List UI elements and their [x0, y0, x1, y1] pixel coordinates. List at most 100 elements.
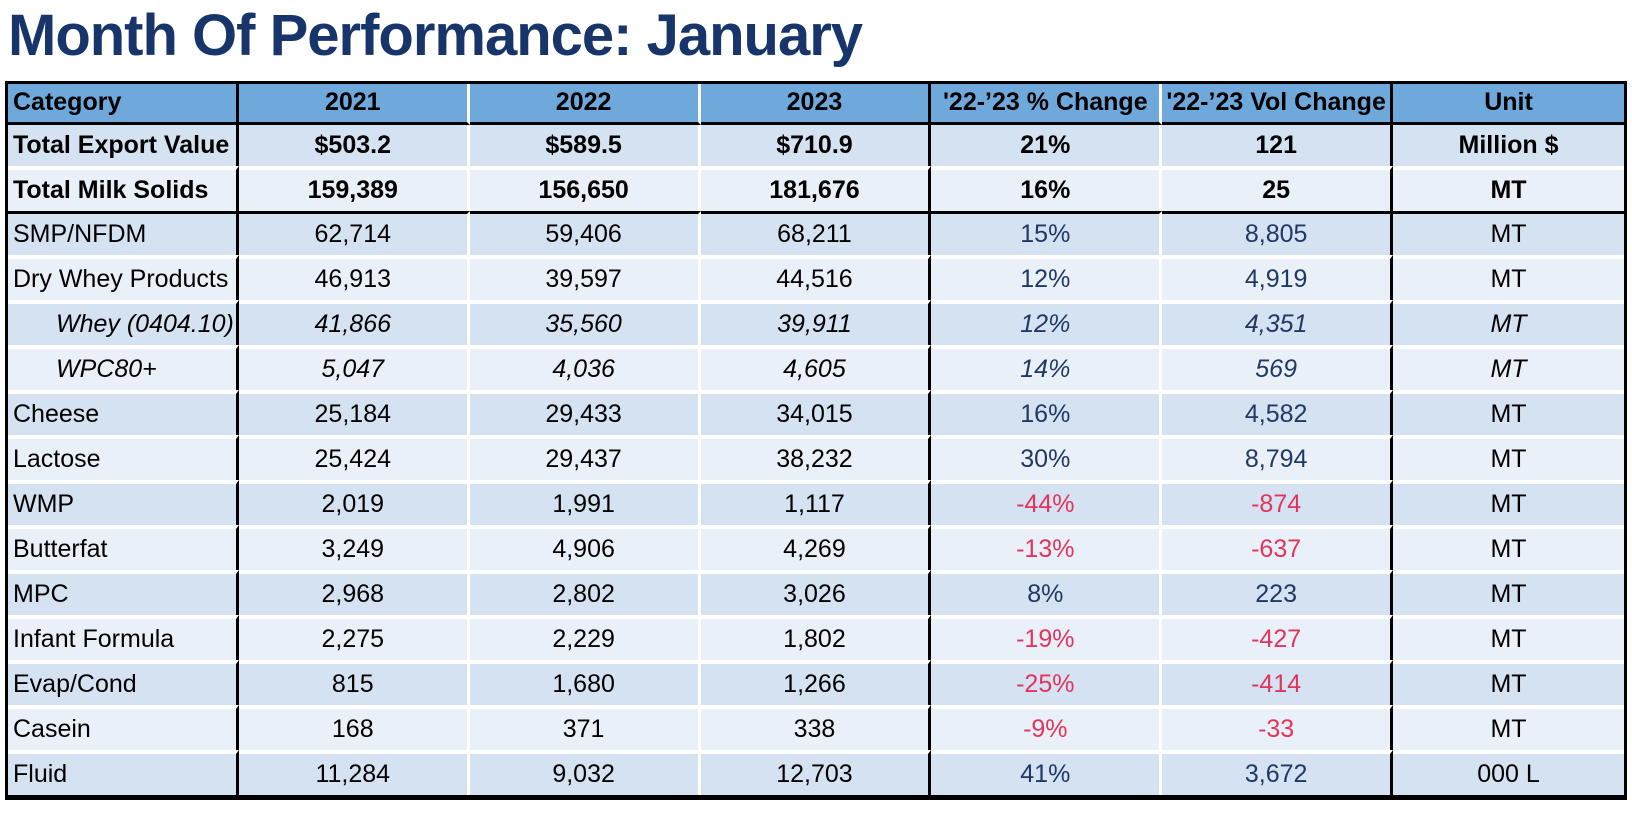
- table-row: Butterfat 3,249 4,906 4,269 -13% -637 MT: [8, 524, 1624, 570]
- cell-2023: 4,605: [700, 344, 932, 390]
- cell-2022: 39,597: [469, 254, 701, 300]
- cell-vol-change: 4,351: [1162, 299, 1394, 345]
- cell-2023: 1,802: [700, 614, 932, 660]
- table-row: Infant Formula 2,275 2,229 1,802 -19% -427 MT: [8, 614, 1624, 660]
- cell-vol-change: 121: [1162, 124, 1394, 166]
- cell-2021: 159,389: [238, 165, 470, 211]
- cell-2021: 2,968: [238, 569, 470, 615]
- cell-2021: $503.2: [238, 124, 470, 166]
- cell-pct-change: -25%: [931, 659, 1163, 705]
- cell-unit: MT: [1393, 254, 1624, 300]
- cell-category: Total Export Value: [8, 124, 239, 166]
- cell-2021: 11,284: [238, 749, 470, 795]
- column-header-2021: 2021: [238, 83, 470, 125]
- cell-pct-change: 30%: [931, 434, 1163, 480]
- cell-2022: 35,560: [469, 299, 701, 345]
- cell-pct-change: 41%: [931, 749, 1163, 795]
- cell-vol-change: 3,672: [1162, 749, 1394, 795]
- cell-unit: MT: [1393, 704, 1624, 750]
- cell-2023: 12,703: [700, 749, 932, 795]
- table-row: WPC80+ 5,047 4,036 4,605 14% 569 MT: [8, 344, 1624, 390]
- cell-category: Cheese: [8, 389, 239, 435]
- cell-2021: 168: [238, 704, 470, 750]
- cell-2023: 38,232: [700, 434, 932, 480]
- cell-2021: 46,913: [238, 254, 470, 300]
- cell-unit: MT: [1393, 344, 1624, 390]
- cell-2022: 2,802: [469, 569, 701, 615]
- table-row: SMP/NFDM 62,714 59,406 68,211 15% 8,805 MT: [8, 210, 1624, 255]
- cell-category: MPC: [8, 569, 239, 615]
- cell-vol-change: -874: [1162, 479, 1394, 525]
- cell-vol-change: -637: [1162, 524, 1394, 570]
- table-row: Total Export Value $503.2 $589.5 $710.9 21% 1…: [8, 124, 1624, 166]
- cell-unit: MT: [1393, 569, 1624, 615]
- table-row: Casein 168 371 338 -9% -33 MT: [8, 704, 1624, 750]
- cell-2022: 9,032: [469, 749, 701, 795]
- cell-category: WPC80+: [8, 344, 239, 390]
- cell-2023: 4,269: [700, 524, 932, 570]
- cell-unit: MT: [1393, 614, 1624, 660]
- column-header-vol-change: '22-’23 Vol Change: [1162, 83, 1394, 125]
- cell-pct-change: 15%: [931, 210, 1163, 255]
- cell-2023: 181,676: [700, 165, 932, 211]
- cell-2022: 29,433: [469, 389, 701, 435]
- cell-2023: 338: [700, 704, 932, 750]
- cell-vol-change: -414: [1162, 659, 1394, 705]
- cell-pct-change: -44%: [931, 479, 1163, 525]
- table-row: Total Milk Solids 159,389 156,650 181,676 16…: [8, 165, 1624, 211]
- cell-2023: 3,026: [700, 569, 932, 615]
- cell-category: Fluid: [8, 749, 239, 795]
- cell-2023: 34,015: [700, 389, 932, 435]
- cell-2022: 29,437: [469, 434, 701, 480]
- cell-pct-change: -13%: [931, 524, 1163, 570]
- cell-vol-change: -33: [1162, 704, 1394, 750]
- cell-pct-change: 16%: [931, 389, 1163, 435]
- cell-unit: MT: [1393, 479, 1624, 525]
- table-row: Dry Whey Products 46,913 39,597 44,516 12% 4,…: [8, 254, 1624, 300]
- table-row: Cheese 25,184 29,433 34,015 16% 4,582 MT: [8, 389, 1624, 435]
- cell-category: Dry Whey Products: [8, 254, 239, 300]
- table-row: MPC 2,968 2,802 3,026 8% 223 MT: [8, 569, 1624, 615]
- table-row: Whey (0404.10) 41,866 35,560 39,911 12% 4,351…: [8, 299, 1624, 345]
- cell-2021: 41,866: [238, 299, 470, 345]
- table-row: Fluid 11,284 9,032 12,703 41% 3,672 000 L: [8, 749, 1624, 795]
- cell-2021: 25,184: [238, 389, 470, 435]
- cell-pct-change: -9%: [931, 704, 1163, 750]
- cell-2021: 5,047: [238, 344, 470, 390]
- cell-vol-change: 569: [1162, 344, 1394, 390]
- cell-category: Casein: [8, 704, 239, 750]
- cell-unit: MT: [1393, 524, 1624, 570]
- table-row: Lactose 25,424 29,437 38,232 30% 8,794 MT: [8, 434, 1624, 480]
- cell-2023: 68,211: [700, 210, 932, 255]
- page-title: Month Of Performance: January: [8, 3, 863, 68]
- cell-vol-change: 8,794: [1162, 434, 1394, 480]
- column-header-2023: 2023: [700, 83, 932, 125]
- cell-2022: 156,650: [469, 165, 701, 211]
- cell-pct-change: 12%: [931, 299, 1163, 345]
- cell-category: Butterfat: [8, 524, 239, 570]
- cell-category: Whey (0404.10): [8, 299, 239, 345]
- cell-unit: Million $: [1393, 124, 1624, 166]
- column-header-pct-change: '22-’23 % Change: [931, 83, 1163, 125]
- cell-2021: 815: [238, 659, 470, 705]
- cell-2023: 1,117: [700, 479, 932, 525]
- cell-pct-change: 14%: [931, 344, 1163, 390]
- column-header-unit: Unit: [1393, 83, 1624, 125]
- cell-vol-change: 223: [1162, 569, 1394, 615]
- cell-2023: 44,516: [700, 254, 932, 300]
- cell-vol-change: 25: [1162, 165, 1394, 211]
- cell-2022: 4,906: [469, 524, 701, 570]
- cell-2022: $589.5: [469, 124, 701, 166]
- table-header-row: Category 2021 2022 2023 '22-’23 % Change…: [8, 83, 1624, 125]
- column-header-category: Category: [8, 83, 239, 125]
- cell-2021: 2,019: [238, 479, 470, 525]
- cell-pct-change: 12%: [931, 254, 1163, 300]
- performance-table: Category 2021 2022 2023 '22-’23 % Change…: [5, 80, 1627, 800]
- cell-category: SMP/NFDM: [8, 210, 239, 255]
- cell-2022: 2,229: [469, 614, 701, 660]
- cell-unit: MT: [1393, 165, 1624, 211]
- cell-2023: 39,911: [700, 299, 932, 345]
- cell-unit: MT: [1393, 299, 1624, 345]
- cell-category: Evap/Cond: [8, 659, 239, 705]
- cell-category: Lactose: [8, 434, 239, 480]
